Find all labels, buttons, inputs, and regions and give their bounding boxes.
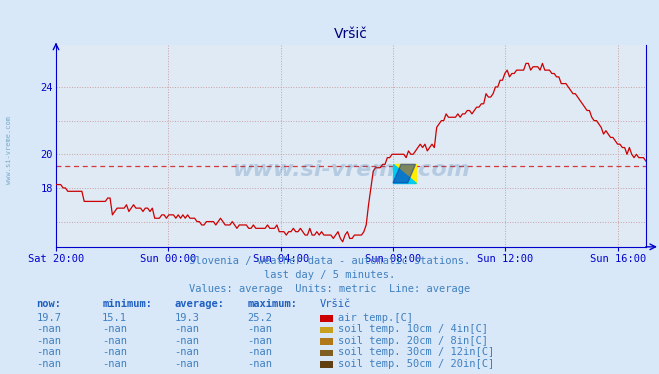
- Text: 15.1: 15.1: [102, 313, 127, 322]
- Text: -nan: -nan: [247, 324, 272, 334]
- Text: 19.7: 19.7: [36, 313, 61, 322]
- Text: -nan: -nan: [175, 359, 200, 369]
- Text: -nan: -nan: [102, 324, 127, 334]
- Text: 25.2: 25.2: [247, 313, 272, 322]
- Text: average:: average:: [175, 300, 225, 309]
- Polygon shape: [393, 164, 416, 183]
- Polygon shape: [393, 164, 416, 183]
- Text: minimum:: minimum:: [102, 300, 152, 309]
- Text: -nan: -nan: [102, 359, 127, 369]
- Text: soil temp. 50cm / 20in[C]: soil temp. 50cm / 20in[C]: [338, 359, 494, 369]
- Title: Vršič: Vršič: [334, 27, 368, 41]
- Text: -nan: -nan: [247, 336, 272, 346]
- Text: 19.3: 19.3: [175, 313, 200, 322]
- Text: Slovenia / weather data - automatic stations.: Slovenia / weather data - automatic stat…: [189, 256, 470, 266]
- Text: last day / 5 minutes.: last day / 5 minutes.: [264, 270, 395, 279]
- Text: Vršič: Vršič: [320, 300, 351, 309]
- Text: now:: now:: [36, 300, 61, 309]
- Polygon shape: [393, 164, 416, 183]
- Text: -nan: -nan: [247, 347, 272, 357]
- Text: soil temp. 30cm / 12in[C]: soil temp. 30cm / 12in[C]: [338, 347, 494, 357]
- Text: -nan: -nan: [102, 336, 127, 346]
- Text: air temp.[C]: air temp.[C]: [338, 313, 413, 322]
- Text: www.si-vreme.com: www.si-vreme.com: [232, 160, 470, 180]
- Text: -nan: -nan: [247, 359, 272, 369]
- Text: soil temp. 20cm / 8in[C]: soil temp. 20cm / 8in[C]: [338, 336, 488, 346]
- Text: -nan: -nan: [36, 347, 61, 357]
- Text: soil temp. 10cm / 4in[C]: soil temp. 10cm / 4in[C]: [338, 324, 488, 334]
- Text: www.si-vreme.com: www.si-vreme.com: [5, 116, 12, 184]
- Text: -nan: -nan: [175, 347, 200, 357]
- Text: -nan: -nan: [175, 336, 200, 346]
- Text: -nan: -nan: [36, 336, 61, 346]
- Text: -nan: -nan: [36, 324, 61, 334]
- Text: -nan: -nan: [36, 359, 61, 369]
- Text: maximum:: maximum:: [247, 300, 297, 309]
- Text: -nan: -nan: [102, 347, 127, 357]
- Text: -nan: -nan: [175, 324, 200, 334]
- Text: Values: average  Units: metric  Line: average: Values: average Units: metric Line: aver…: [189, 284, 470, 294]
